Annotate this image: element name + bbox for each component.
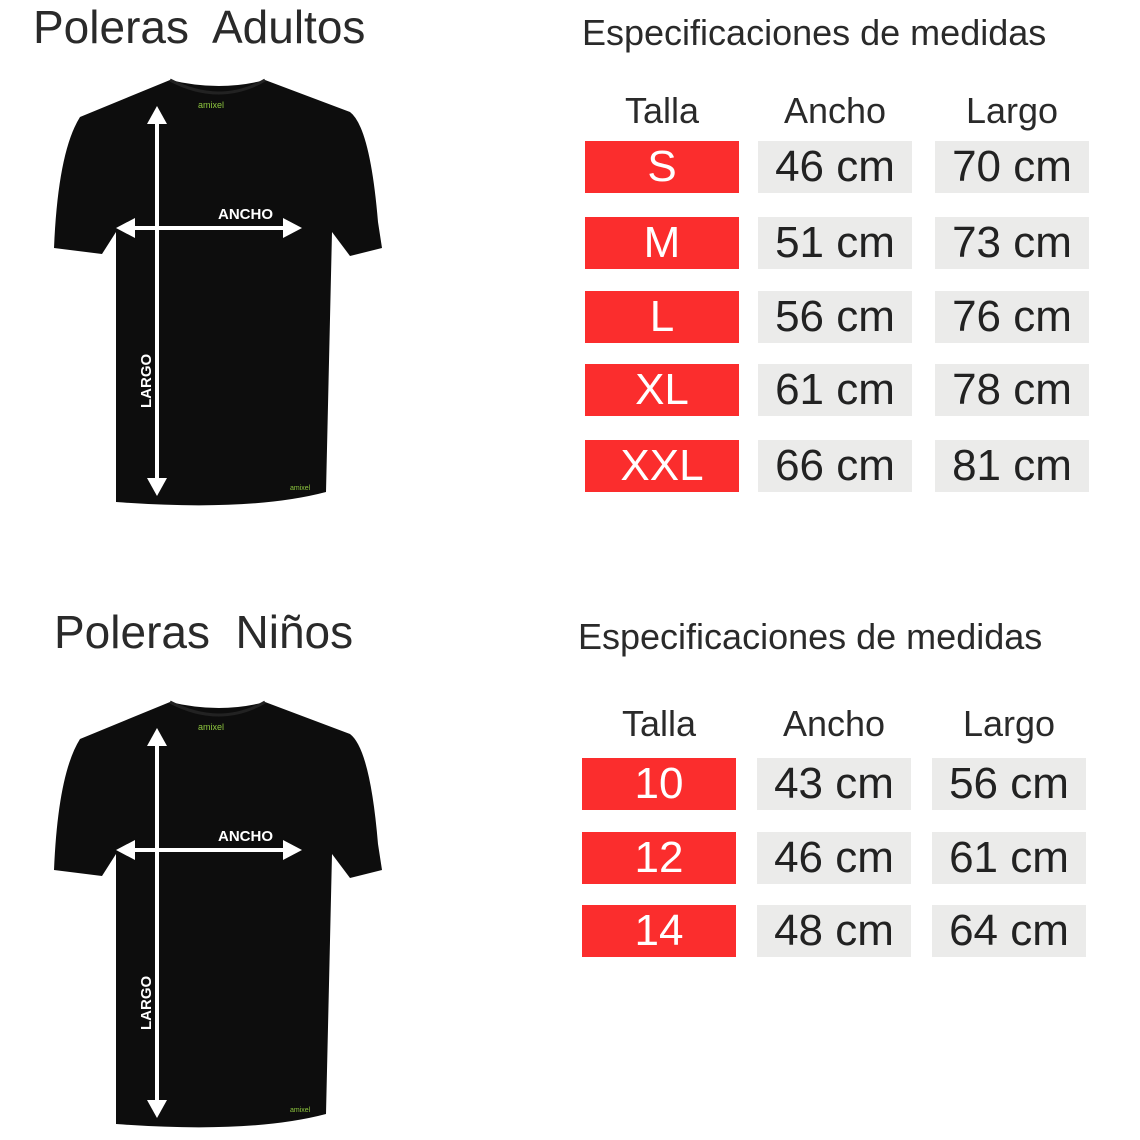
kids-title: Poleras Niños [54, 606, 354, 658]
size-cell: 10 [582, 758, 736, 810]
tshirt-shape [54, 80, 382, 506]
header-largo: Largo [962, 703, 1056, 744]
arrow-left-icon [116, 840, 135, 860]
adults-spec-title: Especificaciones de medidas [582, 12, 1047, 53]
header-ancho: Ancho [783, 90, 887, 131]
size-cell: 12 [582, 832, 736, 884]
size-cell: XL [585, 364, 739, 416]
shirt-hem-logo: amixel [290, 485, 311, 492]
largo-label: LARGO [138, 976, 155, 1030]
largo-label: LARGO [138, 354, 155, 408]
shirt-hem-logo: amixel [290, 1107, 311, 1114]
tshirt-shape [54, 702, 382, 1128]
arrow-right-icon [283, 840, 302, 860]
ancho-cell: 46 cm [757, 832, 911, 884]
arrow-right-icon [283, 218, 302, 238]
ancho-cell: 46 cm [758, 141, 912, 193]
header-ancho: Ancho [782, 703, 886, 744]
kids-spec-title: Especificaciones de medidas [578, 616, 1043, 657]
tshirt-diagram-adults: amixel amixel ANCHO LARGO [50, 72, 390, 512]
arrow-up-icon [147, 728, 167, 746]
size-cell: 14 [582, 905, 736, 957]
largo-cell: 64 cm [932, 905, 1086, 957]
ancho-cell: 48 cm [757, 905, 911, 957]
largo-cell: 70 cm [935, 141, 1089, 193]
ancho-cell: 66 cm [758, 440, 912, 492]
adults-title: Poleras Adultos [33, 1, 366, 53]
arrow-down-icon [147, 478, 167, 496]
size-cell: XXL [585, 440, 739, 492]
header-largo: Largo [965, 90, 1059, 131]
largo-cell: 56 cm [932, 758, 1086, 810]
size-cell: L [585, 291, 739, 343]
ancho-cell: 56 cm [758, 291, 912, 343]
arrow-left-icon [116, 218, 135, 238]
ancho-cell: 61 cm [758, 364, 912, 416]
largo-cell: 78 cm [935, 364, 1089, 416]
shirt-logo: amixel [198, 722, 224, 732]
ancho-cell: 43 cm [757, 758, 911, 810]
largo-cell: 73 cm [935, 217, 1089, 269]
tshirt-diagram-kids: amixel amixel ANCHO LARGO [50, 694, 390, 1134]
ancho-label: ANCHO [218, 828, 273, 845]
header-talla: Talla [621, 703, 697, 744]
arrow-down-icon [147, 1100, 167, 1118]
size-cell: M [585, 217, 739, 269]
size-cell: S [585, 141, 739, 193]
arrow-up-icon [147, 106, 167, 124]
largo-cell: 81 cm [935, 440, 1089, 492]
header-talla: Talla [624, 90, 700, 131]
largo-cell: 61 cm [932, 832, 1086, 884]
largo-cell: 76 cm [935, 291, 1089, 343]
shirt-logo: amixel [198, 100, 224, 110]
ancho-label: ANCHO [218, 206, 273, 223]
ancho-cell: 51 cm [758, 217, 912, 269]
